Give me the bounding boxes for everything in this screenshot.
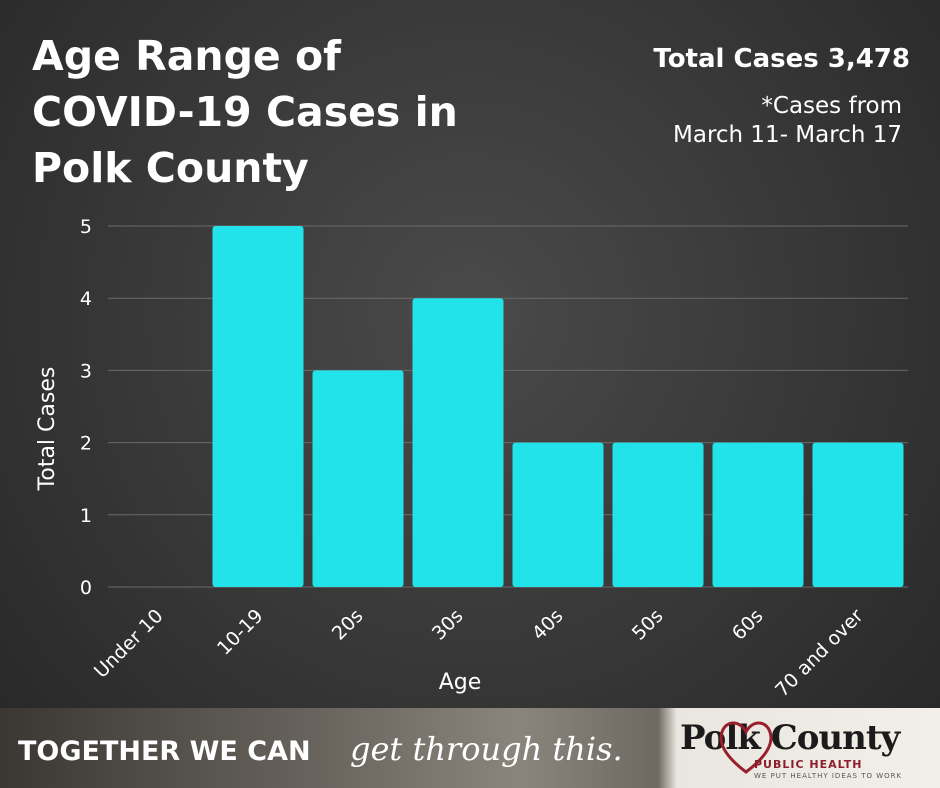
x-tick-label: 60s xyxy=(728,605,768,645)
y-tick-label: 0 xyxy=(80,577,92,599)
footer-banner: TOGETHER WE CAN get through this. Polk C… xyxy=(0,708,940,788)
heart-icon xyxy=(719,721,773,774)
footer-slogan-script: get through this. xyxy=(350,730,623,768)
y-tick-label: 3 xyxy=(80,360,92,382)
bar xyxy=(512,442,604,587)
x-tick-label: 50s xyxy=(628,605,668,645)
chart-title: Age Range of COVID-19 Cases in Polk Coun… xyxy=(32,28,472,196)
logo-subtitle: PUBLIC HEALTH xyxy=(754,758,863,771)
logo-name: Polk County xyxy=(680,718,900,758)
date-range-note: *Cases from March 11- March 17 xyxy=(582,92,902,150)
y-tick-label: 1 xyxy=(80,505,92,527)
bar xyxy=(612,442,704,587)
bar-chart: 0 1 2 3 4 5 Under 10 10-19 20s 30s 40s 50s 60s 70 and… xyxy=(35,216,908,702)
note-line-1: *Cases from xyxy=(761,93,902,119)
x-tick-label: 70 and over xyxy=(771,605,868,702)
bar xyxy=(212,226,304,587)
total-cases-label: Total Cases 3,478 xyxy=(653,44,910,74)
x-tick-label: Under 10 xyxy=(90,605,168,683)
y-axis-label: Total Cases xyxy=(35,367,60,492)
x-tick-label: 10-19 xyxy=(213,605,268,660)
x-axis-label: Age xyxy=(439,670,482,695)
title-line-1: Age Range of xyxy=(32,32,342,80)
note-line-2: March 11- March 17 xyxy=(673,122,902,148)
polk-county-logo: Polk County PUBLIC HEALTH WE PUT HEALTHY… xyxy=(680,718,920,784)
x-tick-label: 30s xyxy=(428,605,468,645)
x-tick-label: 20s xyxy=(328,605,368,645)
bar xyxy=(412,298,504,587)
logo-tagline: WE PUT HEALTHY IDEAS TO WORK xyxy=(754,772,903,780)
x-tick-label: 40s xyxy=(528,605,568,645)
y-tick-label: 5 xyxy=(80,216,92,238)
footer-slogan: TOGETHER WE CAN xyxy=(18,736,311,767)
title-line-3: Polk County xyxy=(32,144,309,192)
title-line-2: COVID-19 Cases in xyxy=(32,88,458,136)
y-tick-label: 2 xyxy=(80,433,92,455)
bar xyxy=(712,442,804,587)
bar xyxy=(812,442,904,587)
y-tick-label: 4 xyxy=(80,288,92,310)
bar xyxy=(312,370,404,587)
